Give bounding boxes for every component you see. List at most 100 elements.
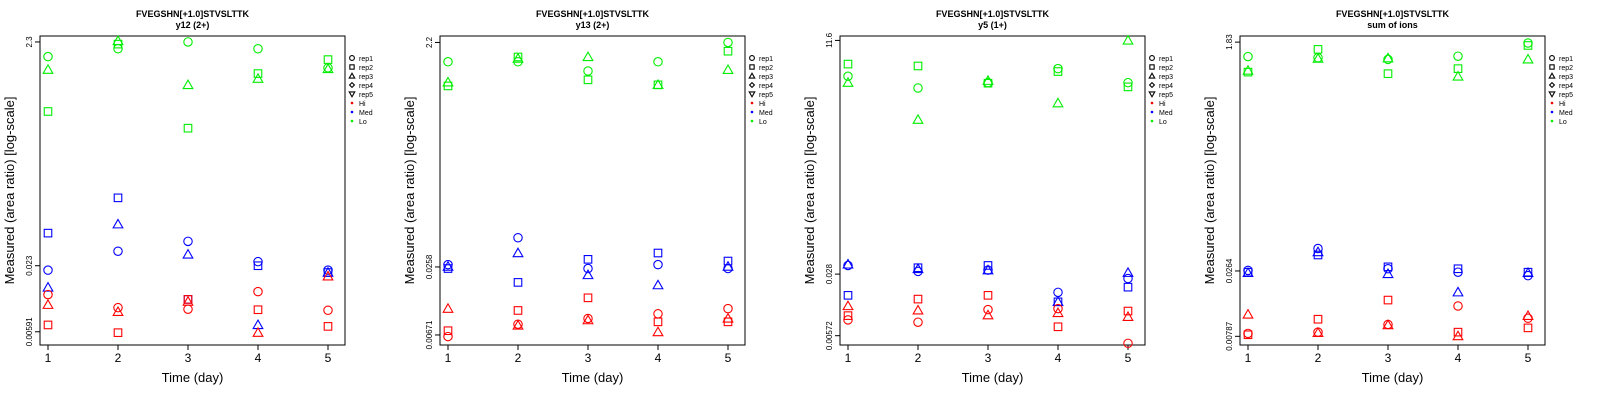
data-point xyxy=(913,294,923,304)
data-point xyxy=(1123,82,1133,92)
x-tick-label: 3 xyxy=(585,351,592,365)
legend-dot xyxy=(750,101,754,105)
x-tick-label: 1 xyxy=(45,351,52,365)
x-tick-label: 3 xyxy=(1385,351,1392,365)
data-point xyxy=(722,260,734,271)
x-tick-label: 2 xyxy=(515,351,522,365)
data-point xyxy=(1453,264,1463,274)
x-tick-label: 4 xyxy=(255,351,262,365)
data-point xyxy=(653,259,663,270)
data-point xyxy=(1053,67,1063,76)
chart-title: FVEGSHN[+1.0]STVSLTTK xyxy=(1336,9,1450,19)
data-point xyxy=(1523,41,1533,50)
legend-dot xyxy=(350,119,354,123)
y-axis-label: Measured (area ratio) [log-scale] xyxy=(402,97,417,285)
chart-title: FVEGSHN[+1.0]STVSLTTK xyxy=(936,9,1050,19)
data-point xyxy=(843,260,853,271)
data-point xyxy=(652,78,664,90)
legend-label: rep4 xyxy=(359,83,373,90)
chart-title: FVEGSHN[+1.0]STVSLTTK xyxy=(136,9,250,19)
legend-marker xyxy=(1548,72,1556,79)
legend-label: rep3 xyxy=(1159,74,1173,81)
data-point xyxy=(982,264,994,275)
data-point xyxy=(183,295,193,304)
x-tick-label: 3 xyxy=(985,351,992,365)
x-tick-label: 1 xyxy=(1245,351,1252,365)
data-point xyxy=(653,57,663,67)
data-point xyxy=(182,295,194,306)
legend-marker xyxy=(1548,91,1556,98)
data-point xyxy=(1242,308,1254,319)
legend-label: Hi xyxy=(1559,101,1566,108)
x-tick-label: 4 xyxy=(1455,351,1462,365)
x-axis-label: Time (day) xyxy=(562,370,624,385)
data-point xyxy=(1313,314,1323,324)
data-point xyxy=(182,78,194,90)
data-point xyxy=(252,326,264,337)
data-point xyxy=(183,304,193,314)
chart-subtitle: y5 (1+) xyxy=(978,20,1007,30)
y-tick-label: 0.0264 xyxy=(1225,258,1234,283)
data-point xyxy=(722,63,734,74)
data-point xyxy=(1123,273,1133,284)
data-point xyxy=(113,302,123,313)
data-point xyxy=(1382,319,1394,330)
y-axis-label: Measured (area ratio) [log-scale] xyxy=(1202,97,1217,285)
data-point xyxy=(913,83,923,93)
legend-marker xyxy=(1549,64,1555,70)
data-point xyxy=(583,255,593,264)
data-point xyxy=(253,43,263,54)
x-tick-label: 5 xyxy=(325,351,332,365)
data-point xyxy=(982,74,994,85)
data-point xyxy=(113,193,123,203)
data-point xyxy=(43,265,53,275)
plot-frame xyxy=(839,35,1146,346)
y-tick-label: 1.83 xyxy=(1225,34,1234,50)
data-point xyxy=(653,317,663,327)
legend-label: rep3 xyxy=(359,74,373,81)
data-point xyxy=(112,34,124,46)
data-point xyxy=(1052,97,1064,108)
data-point xyxy=(1452,330,1464,341)
legend-dot xyxy=(1150,101,1154,105)
legend-label: Hi xyxy=(359,101,366,108)
data-point xyxy=(1052,295,1064,307)
data-point xyxy=(322,270,334,281)
data-point xyxy=(182,248,194,259)
y-tick-label: 0.028 xyxy=(825,264,834,285)
y-tick-label: 2.2 xyxy=(425,36,434,48)
data-point xyxy=(43,320,53,330)
chart-subtitle: y13 (2+) xyxy=(576,20,610,30)
data-point xyxy=(183,123,193,133)
legend-label: rep5 xyxy=(1159,92,1173,99)
y-tick-label: 0.00591 xyxy=(25,317,34,346)
data-point xyxy=(582,314,594,325)
data-point xyxy=(1382,52,1394,63)
x-tick-label: 5 xyxy=(1125,351,1132,365)
legend-label: Med xyxy=(1159,110,1173,117)
data-point xyxy=(842,300,854,311)
data-point xyxy=(982,309,994,320)
x-tick-label: 1 xyxy=(445,351,452,365)
data-point xyxy=(1053,322,1063,332)
data-point xyxy=(983,261,993,270)
legend-marker xyxy=(1148,81,1156,89)
data-point xyxy=(983,304,993,315)
data-point xyxy=(323,55,333,64)
legend-label: rep1 xyxy=(759,56,773,63)
data-point xyxy=(1383,262,1393,272)
data-point xyxy=(1122,34,1134,45)
data-point xyxy=(983,290,993,300)
legend-label: rep4 xyxy=(759,83,773,90)
data-point xyxy=(43,107,53,116)
legend-marker xyxy=(748,72,756,79)
data-point xyxy=(1052,306,1064,318)
data-point xyxy=(653,248,663,258)
data-point xyxy=(1453,327,1463,337)
data-point xyxy=(322,266,334,277)
legend-marker xyxy=(349,64,355,70)
data-point xyxy=(442,302,454,313)
x-tick-label: 5 xyxy=(725,351,732,365)
legend-label: rep3 xyxy=(759,74,773,81)
